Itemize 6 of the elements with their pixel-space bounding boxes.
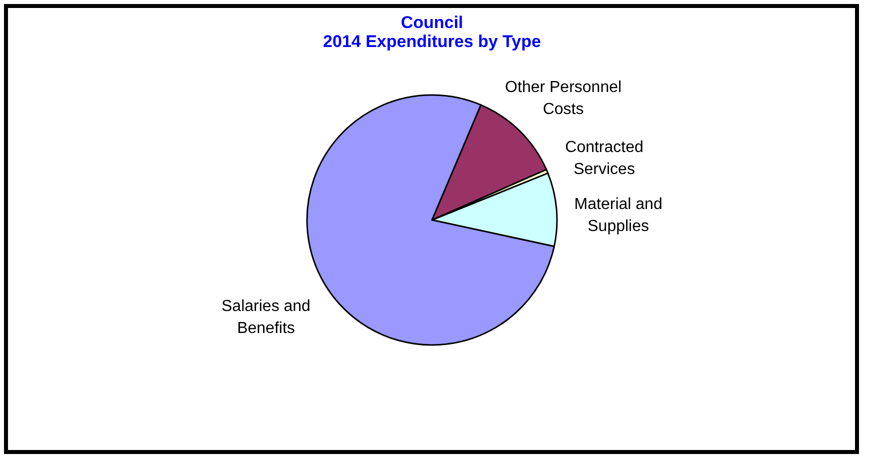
slice-label: Material and Supplies — [574, 196, 662, 236]
chart-subtitle: 2014 Expenditures by Type — [322, 32, 540, 51]
slice-label: Salaries and Benefits — [221, 298, 310, 338]
slice-label: Contracted Services — [564, 139, 643, 178]
chart-title: Council — [400, 13, 463, 32]
slice-label: Other Personnel Costs — [504, 78, 622, 118]
